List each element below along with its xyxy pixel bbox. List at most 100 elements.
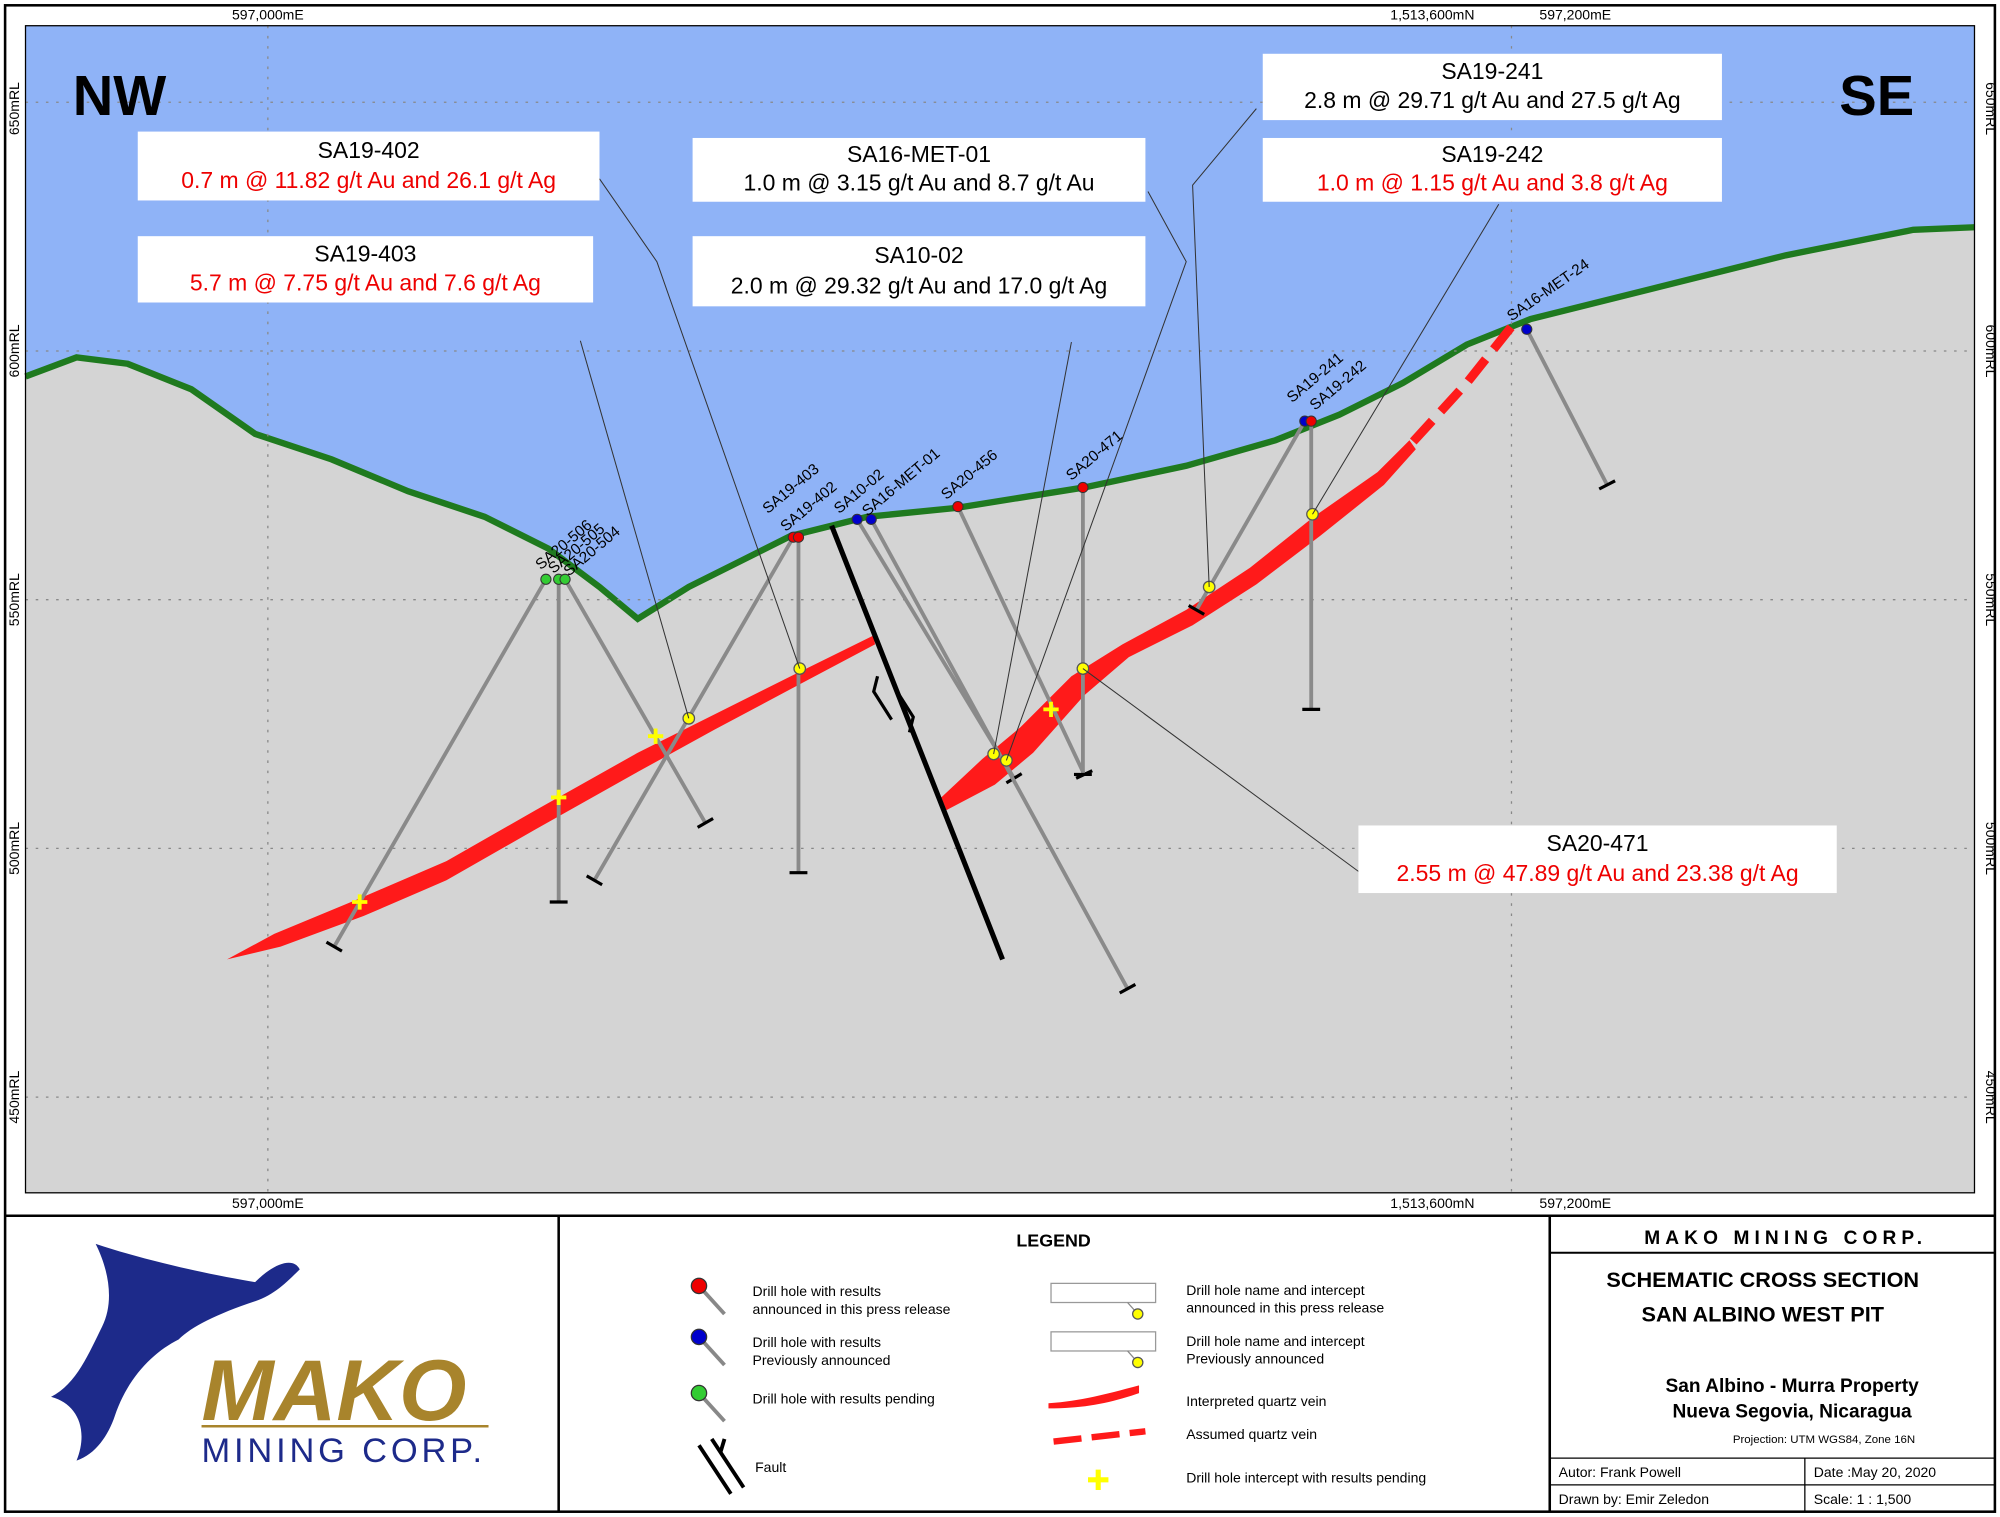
section-title: SCHEMATIC CROSS SECTION [1606, 1267, 1919, 1292]
legend-text: Previously announced [753, 1352, 891, 1368]
legend-icon [1053, 1428, 1146, 1445]
property-text: San Albino - Murra Property [1665, 1376, 1919, 1397]
legend-text: Drill hole name and intercept [1186, 1282, 1365, 1298]
drill-hole [592, 536, 796, 882]
elevation-label: 550mRL [6, 573, 22, 626]
assumed-vein [1409, 323, 1515, 445]
coord-label: 597,200mE [1539, 6, 1611, 22]
callout-intercept: 1.0 m @ 3.15 g/t Au and 8.7 g/t Au [743, 169, 1094, 195]
coord-label: 1,513,600mN [1390, 1195, 1474, 1211]
collar [1077, 481, 1089, 494]
pending-intercept [352, 894, 368, 910]
leader-line [993, 341, 1072, 755]
collar [1305, 415, 1317, 427]
hole-end [1187, 604, 1205, 616]
coord-label: 597,000mE [232, 1195, 304, 1211]
elevation-label: 500mRL [1983, 822, 1999, 875]
legend-icon [1132, 1356, 1144, 1369]
drill-hole [956, 505, 1086, 776]
drill-hole [1525, 328, 1609, 486]
legend-icon [1132, 1308, 1144, 1320]
callout-hole: SA10-02 [874, 242, 963, 268]
legend-icon [1050, 1331, 1157, 1352]
callout-intercept: 2.8 m @ 29.71 g/t Au and 27.5 g/t Ag [1304, 87, 1681, 113]
quartz-vein [941, 440, 1416, 811]
legend-icon [1050, 1282, 1157, 1304]
callout-box [137, 236, 594, 303]
elevation-label: 450mRL [6, 1070, 22, 1123]
legend-icon [690, 1328, 708, 1346]
callout-hole: SA19-402 [318, 137, 420, 163]
legend-text: Drill hole name and intercept [1186, 1333, 1365, 1349]
hole-end [1118, 983, 1137, 995]
hole-end [325, 940, 343, 953]
pending-intercept [1043, 701, 1059, 718]
hole-end [585, 874, 603, 887]
collar [792, 531, 805, 543]
section-title: SAN ALBINO WEST PIT [1642, 1302, 1884, 1327]
legend-text: Interpreted quartz vein [1186, 1393, 1326, 1409]
leader-line [1312, 204, 1500, 515]
elevation-label: 600mRL [1983, 324, 1999, 377]
leader-line [579, 340, 690, 719]
callout-intercept: 1.0 m @ 1.15 g/t Au and 3.8 g/t Ag [1317, 169, 1668, 195]
callout-intercept: 5.7 m @ 7.75 g/t Au and 7.6 g/t Ag [190, 270, 541, 296]
collar [851, 513, 863, 525]
legend-text: Drill hole with results pending [753, 1390, 935, 1406]
company-name: MAKO MINING CORP. [1644, 1228, 1927, 1249]
orientation-label: NW [73, 64, 167, 127]
leader-line [1082, 668, 1359, 872]
collar [865, 513, 877, 525]
callout-box [692, 236, 1146, 307]
logo-shark [51, 1243, 300, 1461]
elevation-label: 650mRL [6, 82, 22, 135]
legend-text: Drill hole with results [753, 1283, 882, 1299]
legend-text: Drill hole with results [753, 1334, 882, 1350]
leader-line [1192, 108, 1257, 587]
callout-hole: SA19-242 [1441, 141, 1543, 167]
coord-label: 597,000mE [232, 6, 304, 22]
callout-box [137, 131, 600, 201]
collar [952, 500, 964, 513]
callout-intercept: 0.7 m @ 11.82 g/t Au and 26.1 g/t Ag [181, 167, 556, 193]
elevation-label: 650mRL [1983, 82, 1999, 135]
legend-text: Previously announced [1186, 1351, 1324, 1367]
legend-text: Drill hole intercept with results pendin… [1186, 1469, 1426, 1485]
drawn-by-text: Drawn by: Emir Zeledon [1559, 1491, 1709, 1507]
pending-intercept [647, 728, 664, 744]
callout-hole: SA16-MET-01 [847, 141, 991, 167]
pending-intercept [551, 789, 567, 806]
legend-icon [1048, 1385, 1140, 1409]
drill-hole [332, 578, 548, 948]
legend-icon [697, 1437, 746, 1495]
callout-hole: SA19-403 [314, 240, 416, 266]
callout-hole: SA19-241 [1441, 58, 1543, 84]
orientation-label: SE [1839, 64, 1914, 127]
logo-tagline: MINING CORP. [202, 1432, 486, 1470]
collar [540, 573, 552, 585]
legend-text: announced in this press release [753, 1301, 951, 1317]
leader-line [1005, 191, 1187, 761]
leader-line [599, 178, 801, 669]
legend-title: LEGEND [1016, 1230, 1090, 1250]
elevation-label: 500mRL [6, 822, 22, 875]
callout-box [1262, 137, 1722, 202]
outer-border [3, 4, 1997, 1513]
date-text: Date :May 20, 2020 [1814, 1464, 1937, 1480]
legend-text: announced in this press release [1186, 1300, 1384, 1316]
callout-hole: SA20-471 [1547, 830, 1649, 856]
map-frame [24, 25, 1976, 1194]
callout-intercept: 2.55 m @ 47.89 g/t Au and 23.38 g/t Ag [1397, 860, 1799, 886]
scale-text: Scale: 1 : 1,500 [1814, 1491, 1912, 1507]
elevation-label: 550mRL [1983, 573, 1999, 626]
coord-label: 597,200mE [1539, 1195, 1611, 1211]
callout-box [1262, 53, 1722, 121]
elevation-label: 600mRL [6, 324, 22, 377]
projection-text: Projection: UTM WGS84, Zone 16N [1733, 1434, 1915, 1446]
legend-text: Fault [755, 1459, 786, 1475]
hole-end [1598, 479, 1616, 491]
quartz-vein [227, 635, 875, 960]
collar [559, 573, 571, 585]
legend-icon [690, 1384, 708, 1402]
